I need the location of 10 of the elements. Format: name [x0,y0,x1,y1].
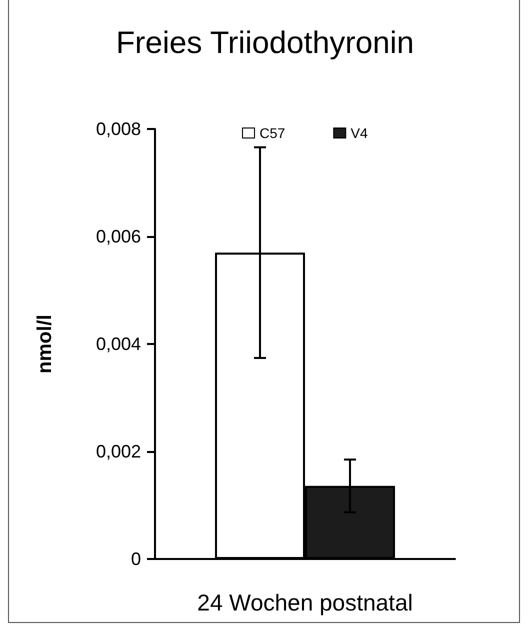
y-tick-label: 0,006 [96,226,141,246]
y-tick-label: 0,002 [96,442,141,462]
y-tick-label: 0 [130,549,141,569]
chart-title: Freies Triiodothyronin [116,25,414,60]
legend-label: C57 [260,125,286,141]
x-axis-title: 24 Wochen postnatal [197,590,413,616]
y-tick-label: 0,008 [96,119,141,139]
legend-label: V4 [350,125,368,141]
y-axis-title: nmol/l [34,314,56,374]
y-tick-label: 0,004 [96,334,141,354]
